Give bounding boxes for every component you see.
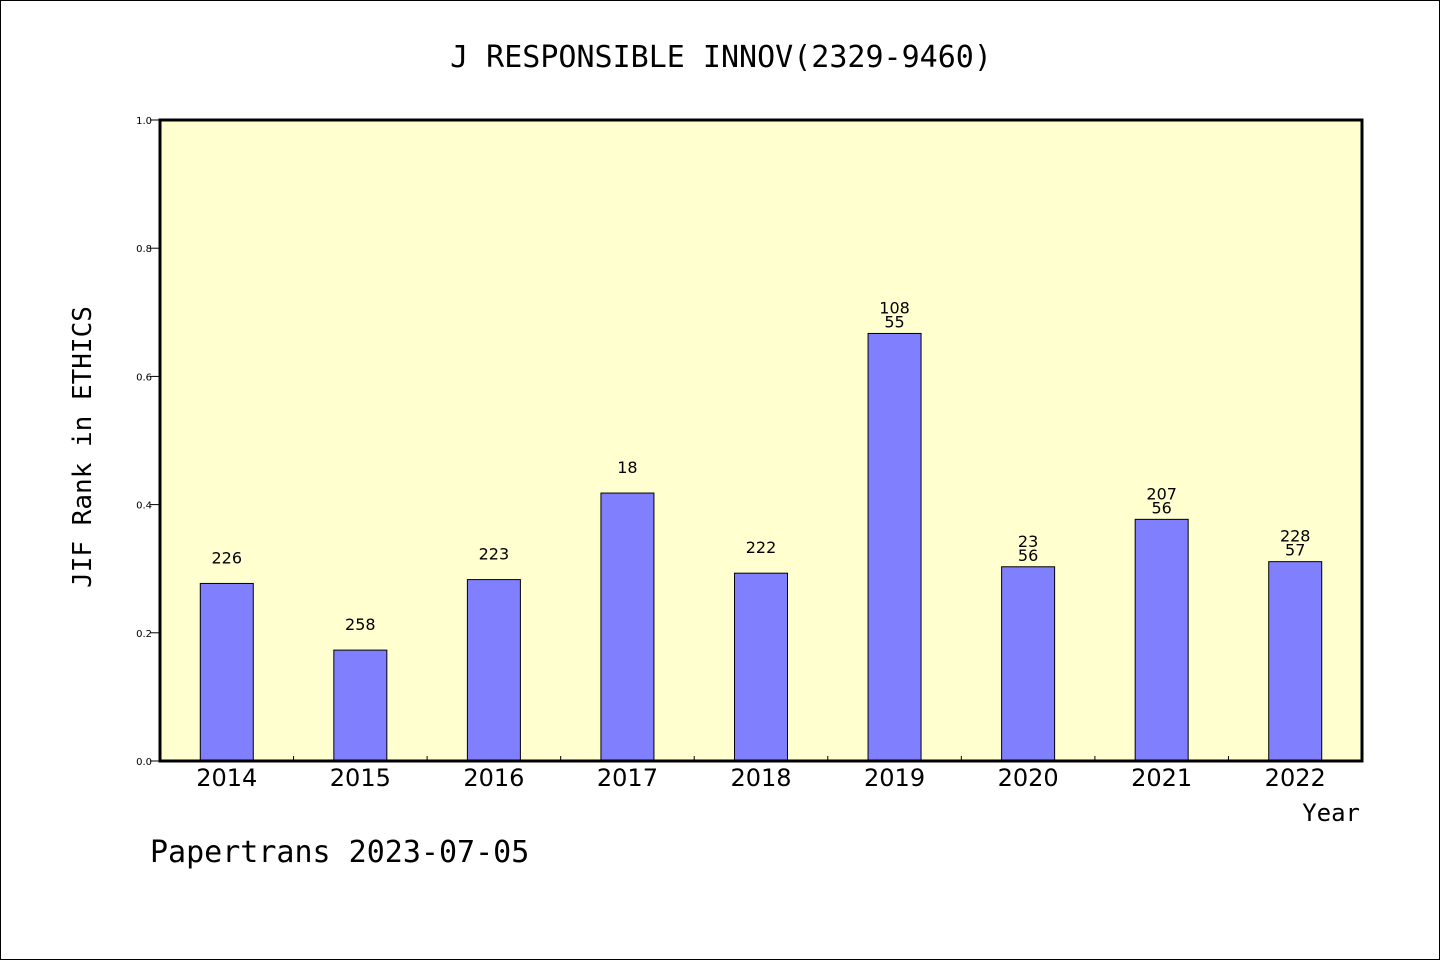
data-label: 108 [879, 298, 910, 317]
data-label: 57 [1285, 541, 1305, 560]
bar [600, 492, 655, 762]
y-tick-label: 0.2 [136, 629, 152, 640]
x-tick-label: 2020 [998, 764, 1059, 792]
y-tick-label: 0.4 [136, 501, 152, 512]
data-label: 223 [479, 545, 510, 564]
x-tick-label: 2017 [597, 764, 658, 792]
data-label: 207 [1146, 484, 1177, 503]
x-tick-label: 2018 [730, 764, 791, 792]
x-tick-label: 2019 [864, 764, 925, 792]
bar [867, 332, 922, 762]
data-label: 55 [884, 312, 904, 331]
plot-frame [158, 118, 1364, 763]
x-tick-label: 2015 [330, 764, 391, 792]
bar [1134, 518, 1189, 762]
x-tick-label: 2022 [1265, 764, 1326, 792]
data-label: 258 [345, 615, 376, 634]
x-axis-label: Year [1302, 799, 1360, 827]
x-tick-label: 2016 [463, 764, 524, 792]
y-tick-label: 0.6 [136, 372, 152, 383]
bar [199, 582, 254, 762]
bar [466, 579, 521, 762]
bar [734, 572, 788, 762]
data-label: 56 [1151, 498, 1171, 517]
bar [1268, 561, 1323, 762]
data-label: 222 [746, 538, 777, 557]
data-label: 23 [1018, 532, 1038, 551]
y-axis-label: JIF Rank in ETHICS [68, 306, 98, 588]
bar [333, 649, 388, 762]
data-label: 228 [1280, 527, 1311, 546]
x-tick-label: 2014 [196, 764, 257, 792]
chart-title: J RESPONSIBLE INNOV(2329-9460) [450, 40, 992, 75]
footer-credit: Papertrans 2023-07-05 [150, 835, 530, 870]
x-tick-label: 2021 [1131, 764, 1192, 792]
data-label: 56 [1018, 546, 1038, 565]
bar [1001, 566, 1056, 762]
data-label: 226 [212, 548, 243, 567]
y-tick-label: 0.0 [136, 757, 152, 768]
data-label: 18 [617, 458, 637, 477]
y-tick-label: 1.0 [136, 116, 152, 127]
y-tick-label: 0.8 [136, 244, 152, 255]
